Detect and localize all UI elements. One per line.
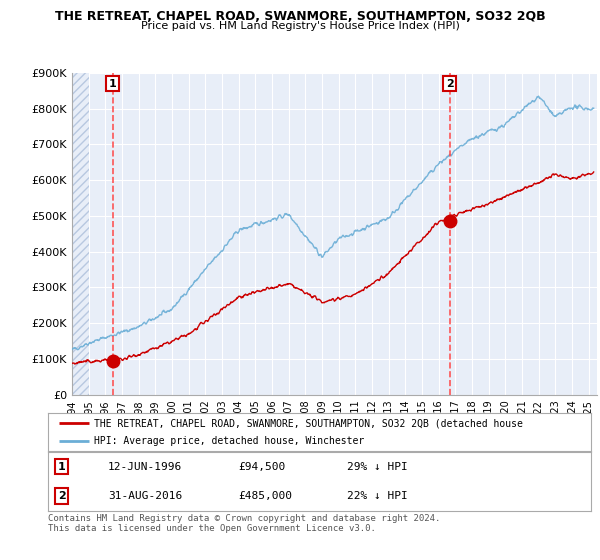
Text: 1: 1 <box>109 78 117 88</box>
Text: 12-JUN-1996: 12-JUN-1996 <box>108 461 182 472</box>
Text: Price paid vs. HM Land Registry's House Price Index (HPI): Price paid vs. HM Land Registry's House … <box>140 21 460 31</box>
Text: 2: 2 <box>58 491 65 501</box>
Text: £485,000: £485,000 <box>238 491 292 501</box>
Text: THE RETREAT, CHAPEL ROAD, SWANMORE, SOUTHAMPTON, SO32 2QB (detached house: THE RETREAT, CHAPEL ROAD, SWANMORE, SOUT… <box>94 418 523 428</box>
Text: £94,500: £94,500 <box>238 461 286 472</box>
Text: THE RETREAT, CHAPEL ROAD, SWANMORE, SOUTHAMPTON, SO32 2QB: THE RETREAT, CHAPEL ROAD, SWANMORE, SOUT… <box>55 10 545 23</box>
Text: 2: 2 <box>446 78 454 88</box>
Text: 31-AUG-2016: 31-AUG-2016 <box>108 491 182 501</box>
Text: HPI: Average price, detached house, Winchester: HPI: Average price, detached house, Winc… <box>94 436 364 446</box>
Text: 29% ↓ HPI: 29% ↓ HPI <box>347 461 407 472</box>
Text: Contains HM Land Registry data © Crown copyright and database right 2024.
This d: Contains HM Land Registry data © Crown c… <box>48 514 440 534</box>
Text: 22% ↓ HPI: 22% ↓ HPI <box>347 491 407 501</box>
Text: 1: 1 <box>58 461 65 472</box>
Bar <box>72 73 89 395</box>
